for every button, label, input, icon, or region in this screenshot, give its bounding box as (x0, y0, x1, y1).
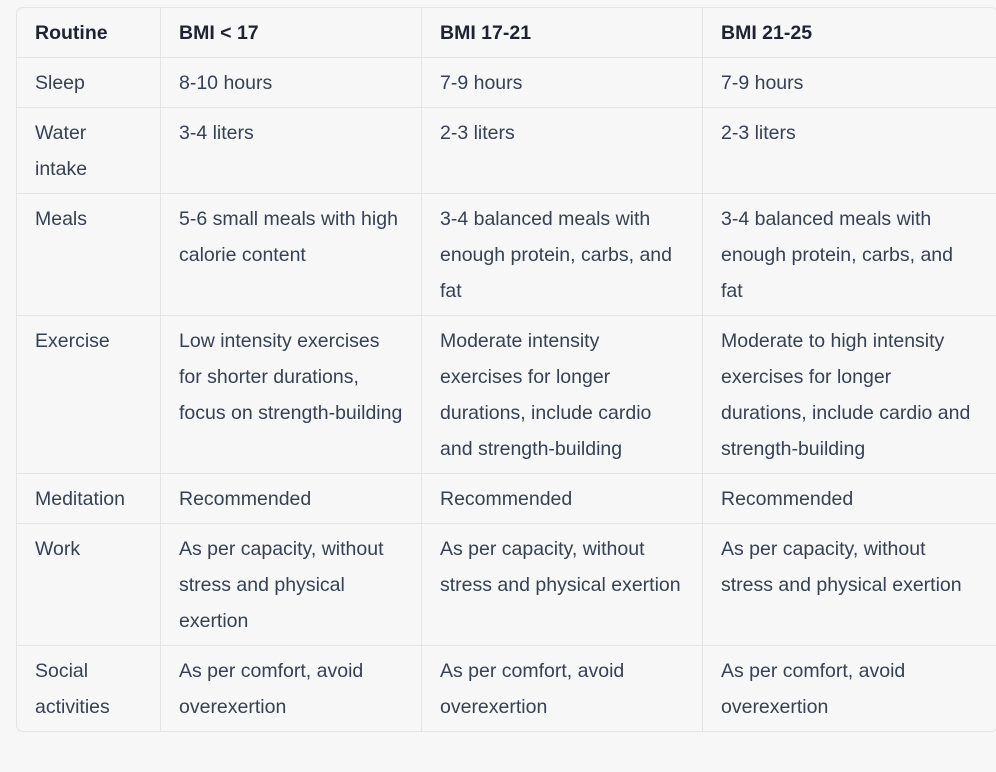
table-cell: 3-4 balanced meals with enough protein, … (703, 194, 996, 316)
table-cell: As per comfort, avoid overexertion (161, 646, 422, 731)
table-cell: 7-9 hours (422, 58, 703, 108)
table-cell: Recommended (161, 474, 422, 524)
header-bmi-21-25: BMI 21-25 (703, 8, 996, 58)
table-cell: 2-3 liters (422, 108, 703, 194)
table-cell: Moderate to high intensity exercises for… (703, 316, 996, 474)
table-cell: As per comfort, avoid overexertion (721, 660, 906, 718)
table-cell: 7-9 hours (703, 58, 996, 108)
table-cell: Low intensity exercises for shorter dura… (161, 316, 422, 474)
table-cell: As per capacity, without stress and phys… (703, 524, 996, 646)
table-cell: 3-4 balanced meals with enough protein, … (422, 194, 703, 316)
table-cell: Meditation (17, 474, 161, 524)
header-bmi-under-17: BMI < 17 (161, 8, 422, 58)
table-cell: Recommended (422, 474, 703, 524)
table-cell: As per capacity, without stress and phys… (161, 524, 422, 646)
table-cell: 5-6 small meals with high calorie conten… (161, 194, 422, 316)
table-cell: Meals (17, 194, 161, 316)
table-row: Water intake 3-4 liters 2-3 liters 2-3 l… (17, 108, 996, 194)
table-header-row: Routine BMI < 17 BMI 17-21 BMI 21-25 (17, 8, 996, 58)
table-row: Social activities As per comfort, avoid … (17, 646, 996, 731)
table-row: Exercise Low intensity exercises for sho… (17, 316, 996, 474)
table-cell: 8-10 hours (161, 58, 422, 108)
table-cell: Recommended (703, 474, 996, 524)
table-cell: As per comfort, avoid overexertion (422, 646, 703, 731)
table-cell: Water intake (17, 108, 161, 194)
routine-table-container: Routine BMI < 17 BMI 17-21 BMI 21-25 Sle… (16, 7, 996, 732)
header-bmi-17-21: BMI 17-21 (422, 8, 703, 58)
table-cell: 3-4 liters (161, 108, 422, 194)
table-cell: Work (17, 524, 161, 646)
table-row: Meals 5-6 small meals with high calorie … (17, 194, 996, 316)
routine-table: Routine BMI < 17 BMI 17-21 BMI 21-25 Sle… (16, 7, 996, 732)
table-cell: As per capacity, without stress and phys… (422, 524, 703, 646)
table-cell: Moderate intensity exercises for longer … (422, 316, 703, 474)
table-row: Meditation Recommended Recommended Recom… (17, 474, 996, 524)
table-cell: Exercise (17, 316, 161, 474)
table-cell: 2-3 liters (703, 108, 996, 194)
header-routine: Routine (17, 8, 161, 58)
table-row: Sleep 8-10 hours 7-9 hours 7-9 hours (17, 58, 996, 108)
table-cell: Sleep (17, 58, 161, 108)
table-cell: Social activities (17, 646, 161, 731)
table-row: Work As per capacity, without stress and… (17, 524, 996, 646)
